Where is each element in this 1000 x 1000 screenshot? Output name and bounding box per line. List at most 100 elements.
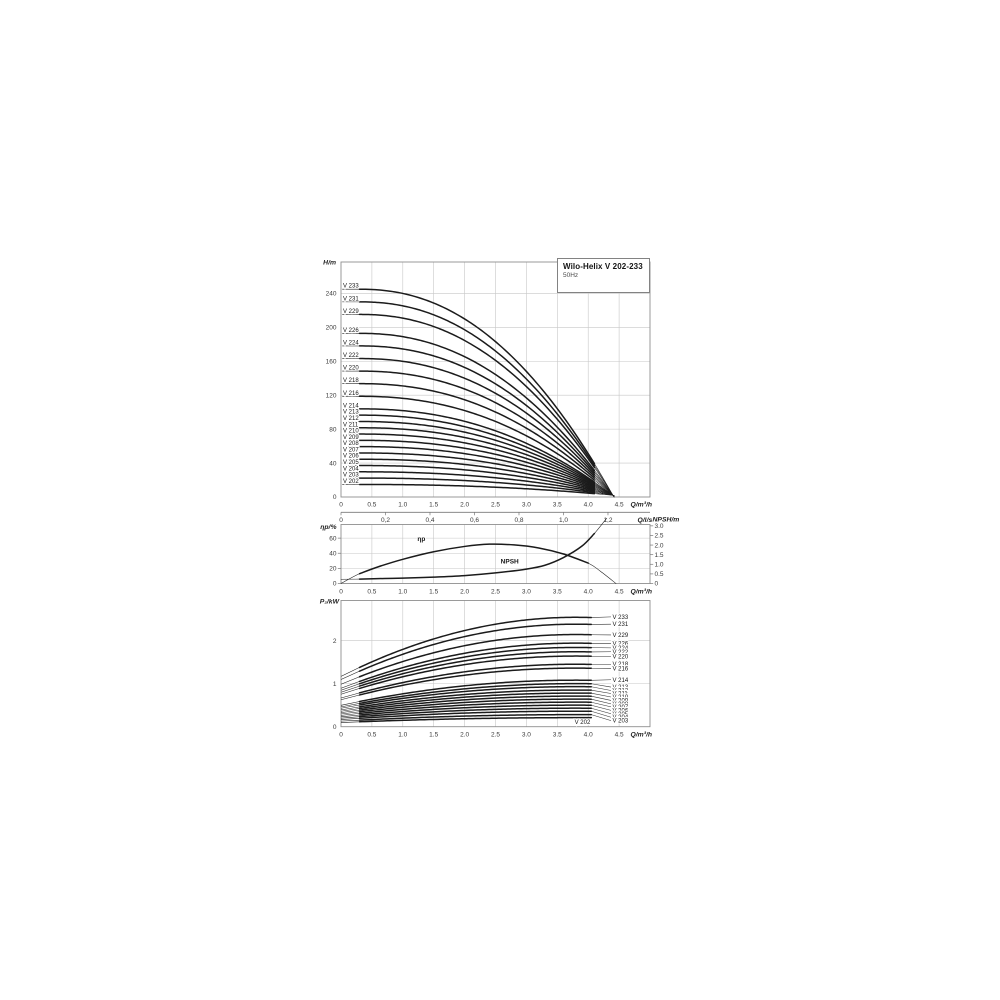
x-tick-label: 4.5 <box>615 502 624 509</box>
ls-tick-label: 0,8 <box>514 517 523 524</box>
x-tick-label: 1.0 <box>398 502 407 509</box>
x-tick-label: 3.0 <box>522 502 531 509</box>
curve-label-V-203: V 203 <box>343 473 359 479</box>
y-tick-label: 160 <box>326 358 337 365</box>
curve-V-209 <box>358 695 593 711</box>
y-tick-label-right: 3.0 <box>655 523 664 530</box>
curve-V-211 <box>358 427 596 486</box>
curve-V-209 <box>358 439 596 488</box>
curve-V-206 <box>358 458 596 491</box>
curve-start-V-206 <box>340 714 360 718</box>
curve-label-V-220: V 220 <box>613 654 629 660</box>
chart-frequency: 50Hz <box>563 272 579 279</box>
curve-V-205 <box>358 707 593 718</box>
y-tick-label-right: 2.0 <box>655 542 664 549</box>
ls-tick-label: 1,2 <box>603 517 612 524</box>
curve-start-V-216 <box>340 694 360 701</box>
x-tick-label: 0 <box>339 732 343 739</box>
ls-axis-title: Q/l/s <box>638 517 653 524</box>
curve-label-V-211: V 211 <box>343 422 359 428</box>
curve-start-V-220 <box>340 688 360 695</box>
curve-V-210 <box>358 692 593 710</box>
y-tick-label-left: 0 <box>333 581 337 588</box>
ls-tick-label: 0,4 <box>425 517 434 524</box>
curve-label-V-222: V 222 <box>613 650 629 656</box>
curve-label-V-202: V 202 <box>575 720 591 726</box>
curve-label-V-226: V 226 <box>343 328 359 334</box>
curve-V-204 <box>358 710 593 720</box>
x-tick-label: 0.5 <box>367 732 376 739</box>
curve-label-V-203: V 203 <box>613 719 629 725</box>
curve-V-210 <box>358 433 596 487</box>
curve-start-V-204 <box>340 718 360 720</box>
y-tick-label-right: 1.0 <box>655 561 664 568</box>
x-axis-title: Q/m³/h <box>631 732 653 739</box>
curve-V-208 <box>358 698 593 713</box>
curve-label-V-209: V 209 <box>343 435 359 441</box>
x-tick-label: 4.5 <box>615 589 624 596</box>
curve-V-220 <box>358 655 593 690</box>
x-tick-label: 2.5 <box>491 589 500 596</box>
y-tick-label: 0 <box>333 494 337 501</box>
ls-tick-label: 0 <box>339 517 343 524</box>
x-tick-label: 2.0 <box>460 589 469 596</box>
curve-label-V-231: V 231 <box>613 622 629 628</box>
plot-border <box>340 600 651 728</box>
curve-V-207 <box>358 701 593 715</box>
curve-label-V-214: V 214 <box>613 678 629 684</box>
curve-label-V-233: V 233 <box>343 284 359 290</box>
x-tick-label: 1.5 <box>429 732 438 739</box>
x-tick-label: 0 <box>339 589 343 596</box>
x-tick-label: 0.5 <box>367 502 376 509</box>
curve-label-V-210: V 210 <box>613 695 629 701</box>
curve-V-213 <box>358 414 596 484</box>
curve-V-222 <box>358 357 596 475</box>
curve-V-208 <box>358 445 596 489</box>
y-tick-label-right: 2.5 <box>655 533 664 540</box>
curve-start-V-212 <box>340 704 360 709</box>
curve-label-V-202: V 202 <box>343 479 359 485</box>
y-tick-label-right: 0 <box>655 581 659 588</box>
curve-V-202 <box>358 483 596 495</box>
curve-label-V-209: V 209 <box>613 698 629 704</box>
x-tick-label: 3.5 <box>553 732 562 739</box>
curve-label-V-216: V 216 <box>343 391 359 397</box>
y-tick-label: 200 <box>326 325 337 332</box>
x-axis-title: Q/m³/h <box>631 502 653 509</box>
curve-start-V-218 <box>340 692 360 699</box>
head-capacity-chart: V 233 V 231 V 229 V 226 V 224 V 222 V 220 V 218… <box>323 260 652 524</box>
curve-V-224 <box>358 646 593 685</box>
curve-thin-NPSH <box>340 517 608 580</box>
x-tick-label: 1.0 <box>398 589 407 596</box>
plot-border <box>340 261 651 498</box>
curve-end-V-202 <box>594 493 615 496</box>
x-tick-label: 3.5 <box>553 589 562 596</box>
plot-border <box>340 524 651 584</box>
curve-start-V-203 <box>340 719 360 722</box>
curve-start-V-222 <box>340 685 360 693</box>
curve-label-V-212: V 212 <box>343 416 359 422</box>
x-tick-label: 0 <box>339 502 343 509</box>
curve-start-V-231 <box>340 670 360 680</box>
curve-label-V-207: V 207 <box>613 705 629 711</box>
label-leader-V-205 <box>591 707 612 715</box>
label-leader-V-208 <box>591 698 612 705</box>
curve-label-V-213: V 213 <box>613 685 629 691</box>
y-tick-label: 40 <box>329 460 337 467</box>
x-tick-label: 4.5 <box>615 732 624 739</box>
curve-label-V-213: V 213 <box>343 410 359 416</box>
curve-V-212 <box>358 420 596 485</box>
label-leader-V-210 <box>591 692 612 698</box>
curve-V-204 <box>358 471 596 493</box>
x-tick-label: 1.5 <box>429 502 438 509</box>
curve-label-V-220: V 220 <box>343 366 359 372</box>
curve-V-218 <box>358 663 593 694</box>
label-leader-V-204 <box>591 710 612 718</box>
curve-label-V-208: V 208 <box>613 702 629 708</box>
curve-start-V-226 <box>340 681 360 689</box>
curve-V-220 <box>358 370 596 477</box>
y-axis-title: H/m <box>323 260 336 267</box>
chart-title: Wilo-Helix V 202-233 <box>563 262 643 271</box>
curve-label-V-218: V 218 <box>343 378 359 384</box>
x-tick-label: 2.0 <box>460 502 469 509</box>
